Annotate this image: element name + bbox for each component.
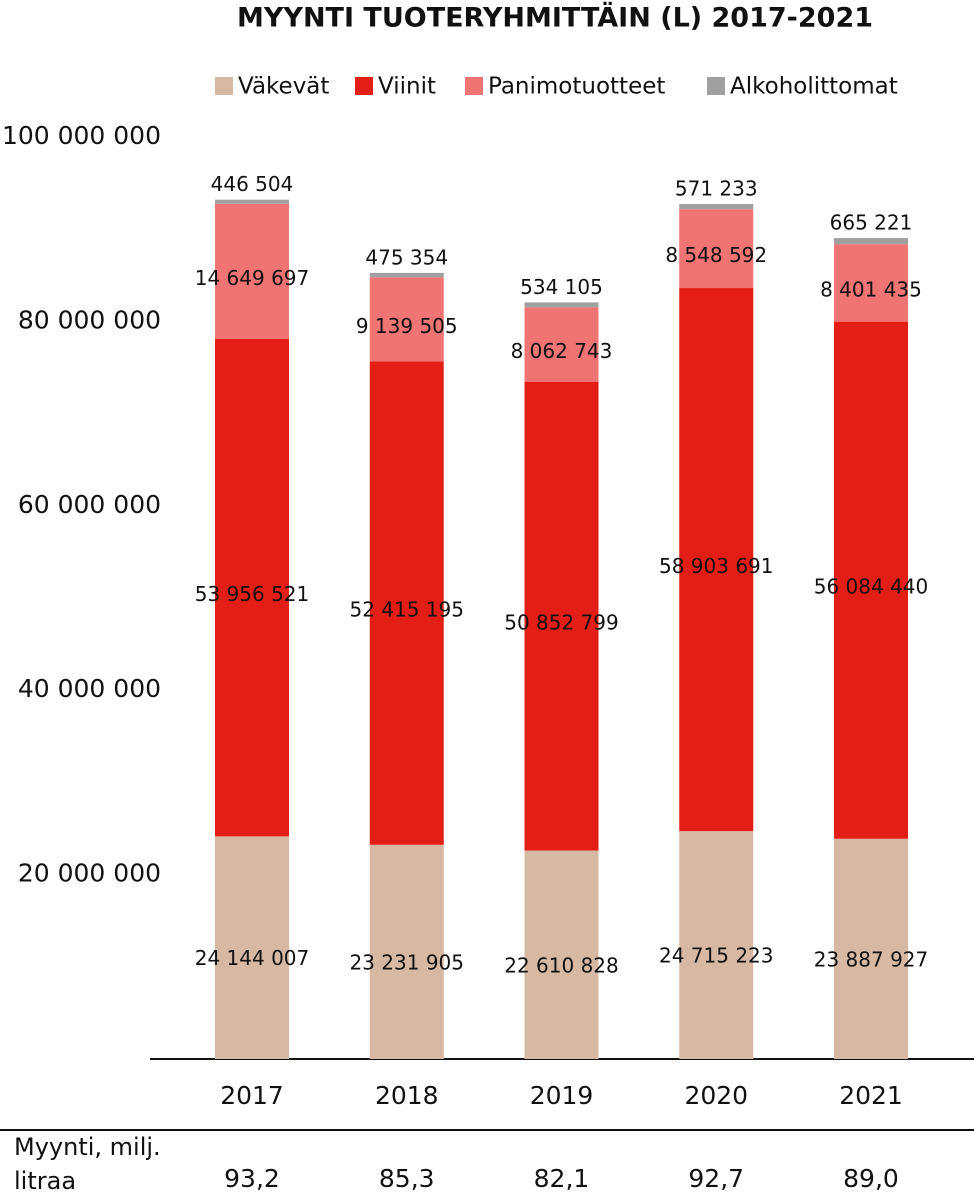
total-label: 92,7: [688, 1164, 744, 1193]
bar-segment: [834, 838, 908, 1059]
data-label: 9 139 505: [356, 314, 458, 338]
data-label: 446 504: [211, 172, 294, 196]
bar-segment: [679, 831, 754, 1059]
bar-segment: [369, 272, 444, 278]
y-tick-label: 40 000 000: [18, 674, 161, 703]
data-label: 23 887 927: [814, 947, 929, 971]
data-label: 14 649 697: [195, 266, 310, 290]
x-tick-label: 2020: [684, 1081, 748, 1110]
bar-segment: [524, 381, 599, 851]
data-label: 56 084 440: [814, 575, 929, 599]
totals-title: Myynti, milj. litraa: [14, 1133, 161, 1195]
bar-segment: [524, 302, 599, 308]
bar-segment: [369, 844, 444, 1059]
bar-segment: [215, 338, 289, 837]
y-tick-label: 100 000 000: [2, 121, 161, 150]
bar-segment: [679, 203, 754, 210]
data-label: 24 144 007: [195, 946, 310, 970]
legend-swatch: [465, 77, 483, 95]
bar-segment: [369, 277, 444, 362]
legend-swatch: [355, 77, 373, 95]
legend-swatch: [215, 77, 233, 95]
y-tick-label: 60 000 000: [18, 490, 161, 519]
bar-segment: [215, 836, 289, 1059]
chart-title: MYYNTI TUOTERYHMITTÄIN (L) 2017-2021: [237, 2, 873, 34]
legend-label: Viinit: [378, 74, 436, 100]
total-label: 93,2: [224, 1164, 280, 1193]
data-label: 475 354: [365, 245, 448, 269]
bar-segment: [215, 199, 289, 204]
data-label: 22 610 828: [504, 953, 619, 977]
data-label: 50 852 799: [504, 611, 619, 635]
y-tick-label: 20 000 000: [18, 859, 161, 888]
legend-swatch: [707, 77, 725, 95]
total-label: 85,3: [379, 1164, 435, 1193]
x-tick-label: 2021: [839, 1081, 903, 1110]
bar-segment: [834, 321, 908, 839]
data-label: 8 062 743: [511, 339, 613, 363]
data-label: 24 715 223: [659, 944, 774, 968]
total-label: 82,1: [534, 1164, 590, 1193]
legend-label: Väkevät: [238, 74, 329, 100]
data-label: 52 415 195: [349, 598, 464, 622]
bar-segment: [679, 288, 754, 832]
y-tick-label: 80 000 000: [18, 305, 161, 334]
x-tick-label: 2017: [220, 1081, 284, 1110]
bar-segment: [834, 238, 908, 245]
bar-segment: [679, 209, 754, 289]
bar-segment: [524, 850, 599, 1059]
x-tick-label: 2019: [530, 1081, 594, 1110]
data-label: 8 401 435: [820, 277, 922, 301]
data-label: 8 548 592: [665, 243, 767, 267]
data-label: 58 903 691: [659, 554, 774, 578]
data-label: 23 231 905: [349, 950, 464, 974]
total-label: 89,0: [843, 1164, 899, 1193]
bar-segment: [215, 203, 289, 339]
legend-label: Alkoholittomat: [730, 74, 898, 100]
bar-segment: [834, 244, 908, 322]
data-label: 53 956 521: [195, 582, 310, 606]
x-tick-label: 2018: [375, 1081, 439, 1110]
data-label: 534 105: [520, 275, 603, 299]
legend-label: Panimotuotteet: [488, 74, 665, 100]
data-label: 571 233: [675, 176, 758, 200]
data-label: 665 221: [830, 211, 913, 235]
bar-segment: [369, 361, 444, 845]
bar-segment: [524, 307, 599, 382]
